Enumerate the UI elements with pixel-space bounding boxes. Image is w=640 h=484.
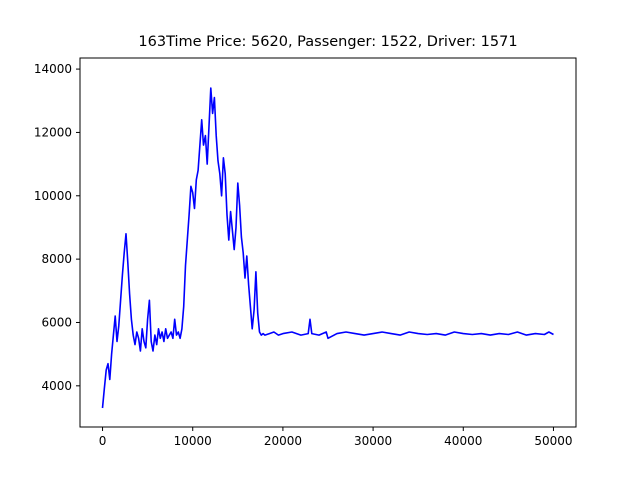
x-tick-label: 20000 xyxy=(264,434,302,448)
series-layer xyxy=(101,87,554,409)
x-tick-label: 0 xyxy=(99,434,107,448)
chart-title: 163Time Price: 5620, Passenger: 1522, Dr… xyxy=(138,34,518,50)
plot-area xyxy=(80,58,576,427)
y-axis: 4000 6000 8000 10000 12000 14000 xyxy=(34,62,80,393)
x-tick-label: 40000 xyxy=(444,434,482,448)
plot-frame xyxy=(79,57,577,428)
x-axis: 0 10000 20000 30000 40000 50000 xyxy=(99,427,573,448)
x-tick-label: 50000 xyxy=(534,434,572,448)
y-tick-label: 8000 xyxy=(41,252,72,266)
x-tick-label: 10000 xyxy=(174,434,212,448)
y-tick-label: 12000 xyxy=(34,125,72,139)
y-tick-label: 4000 xyxy=(41,379,72,393)
x-tick-label: 30000 xyxy=(354,434,392,448)
y-tick-label: 6000 xyxy=(41,315,72,329)
y-tick-label: 10000 xyxy=(34,189,72,203)
series-line-0 xyxy=(101,87,554,409)
y-tick-label: 14000 xyxy=(34,62,72,76)
